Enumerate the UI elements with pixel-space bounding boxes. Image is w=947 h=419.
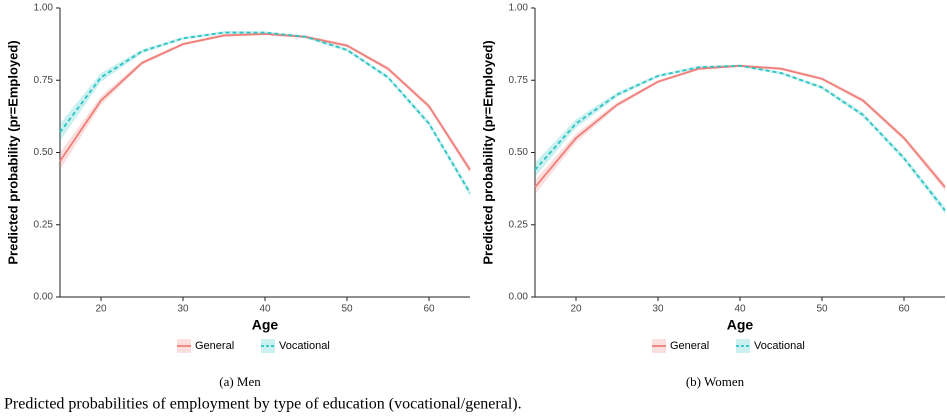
confidence-band <box>60 32 470 174</box>
confidence-band <box>60 31 470 197</box>
y-axis-label: Predicted probability (pr=Employed) <box>5 40 20 264</box>
y-tick-label: 0.75 <box>34 75 54 86</box>
x-tick-label: 60 <box>423 304 435 315</box>
legend-label: Vocational <box>279 340 330 352</box>
x-tick-label: 40 <box>734 304 746 315</box>
y-tick-label: 0.50 <box>34 147 54 158</box>
legend-label: General <box>195 340 234 352</box>
x-tick-label: 50 <box>816 304 828 315</box>
line <box>59 33 471 171</box>
y-tick-label: 1.00 <box>509 3 529 14</box>
y-axis-label: Predicted probability (pr=Employed) <box>480 40 495 264</box>
figure-caption: Predicted probabilities of employment by… <box>4 396 522 413</box>
line <box>59 31 471 194</box>
x-tick-label: 40 <box>259 304 271 315</box>
y-tick-label: 0.75 <box>509 75 529 86</box>
x-tick-label: 30 <box>652 304 664 315</box>
panel: 0.00 0.25 0.50 0.75 1.00 20 30 40 50 60 Age Predict… <box>480 3 946 389</box>
x-tick-label: 20 <box>570 304 582 315</box>
y-tick-label: 0.25 <box>509 219 529 230</box>
confidence-band <box>535 64 945 195</box>
y-tick-label: 0.50 <box>509 147 529 158</box>
panel-caption: (a) Men <box>219 374 261 389</box>
line <box>534 64 946 188</box>
x-tick-label: 30 <box>177 304 189 315</box>
x-axis-label: Age <box>727 317 754 333</box>
line <box>534 64 946 211</box>
y-tick-label: 0.00 <box>34 292 54 303</box>
x-tick-label: 50 <box>341 304 353 315</box>
y-tick-label: 0.25 <box>34 219 54 230</box>
legend-label: General <box>670 340 709 352</box>
x-axis-label: Age <box>252 317 279 333</box>
panel: 0.00 0.25 0.50 0.75 1.00 20 30 40 50 60 Age Predict… <box>5 3 471 389</box>
confidence-band <box>535 64 945 214</box>
x-tick-label: 60 <box>898 304 910 315</box>
y-tick-label: 1.00 <box>34 3 54 14</box>
panel-caption: (b) Women <box>686 374 745 389</box>
x-tick-label: 20 <box>95 304 107 315</box>
legend-label: Vocational <box>754 340 805 352</box>
y-tick-label: 0.00 <box>509 292 529 303</box>
